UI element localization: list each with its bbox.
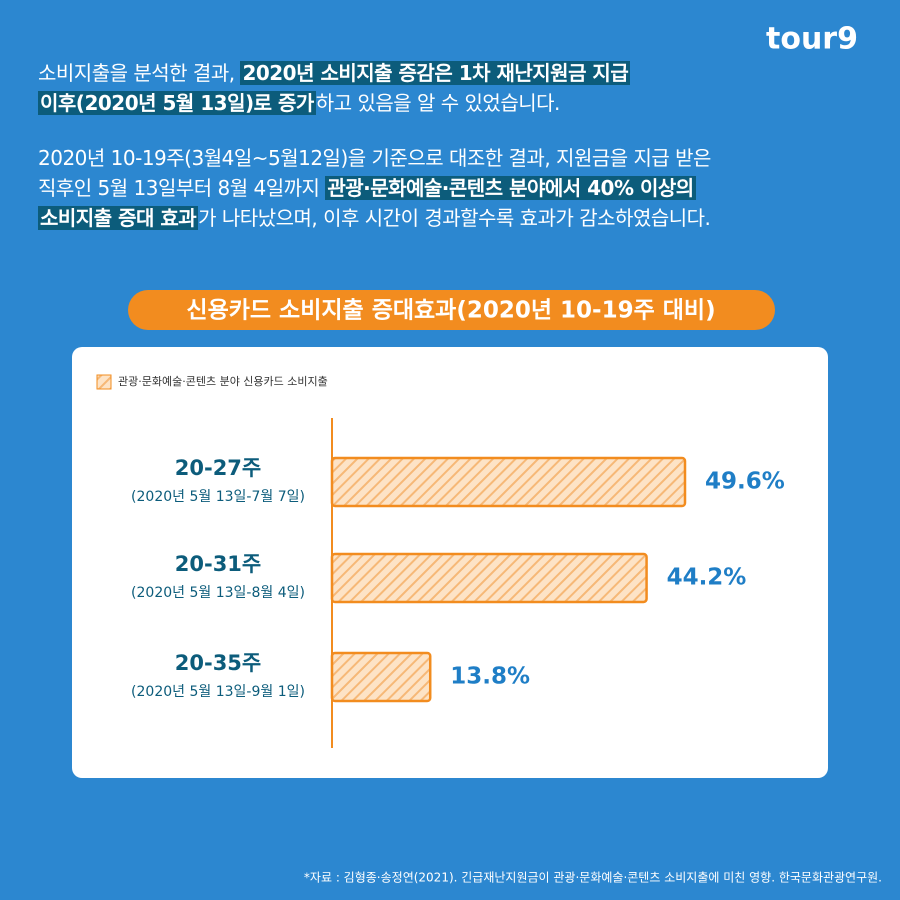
- text: 하고 있음을 알 수 있었습니다.: [315, 91, 561, 115]
- bar: [330, 552, 648, 604]
- period-label: (2020년 5월 13일-7월 7일): [131, 489, 305, 505]
- text: 2020년 10-19주(3월4일~5월12일)을 기준으로 대조한 결과, 지…: [38, 146, 711, 170]
- value-label: 44.2%: [667, 565, 747, 591]
- title-pill: [128, 290, 775, 330]
- highlight-text: 2020년 소비지출 증감은 1차 재난지원금 지급: [240, 61, 631, 85]
- highlight-text: 이후(2020년 5월 13일)로 증가: [38, 91, 316, 115]
- chart-title: 신용카드 소비지출 증대효과(2020년 10-19주 대비): [186, 298, 715, 324]
- source-note: *자료 : 김형종·송정연(2021). 긴급재난지원금이 관광·문화예술·콘텐…: [304, 871, 882, 885]
- category-label: 20-27주: [175, 456, 261, 480]
- legend-label: 관광·문화예술·콘텐츠 분야 신용카드 소비지출: [118, 375, 328, 388]
- value-label: 49.6%: [705, 469, 785, 495]
- text-line: 2020년 10-19주(3월4일~5월12일)을 기준으로 대조한 결과, 지…: [38, 143, 711, 173]
- text-line: 이후(2020년 5월 13일)로 증가 하고 있음을 알 수 있었습니다.: [38, 88, 630, 118]
- bar: [330, 456, 687, 508]
- logo: tour9: [766, 22, 858, 57]
- text-line: 소비지출을 분석한 결과, 2020년 소비지출 증감은 1차 재난지원금 지급: [38, 58, 631, 88]
- paragraph: 2020년 10-19주(3월4일~5월12일)을 기준으로 대조한 결과, 지…: [38, 143, 711, 233]
- text: 가 나타났으며, 이후 시간이 경과할수록 효과가 감소하였습니다.: [198, 206, 711, 230]
- category-label: 20-31주: [175, 552, 261, 576]
- text-line: 직후인 5월 13일부터 8월 4일까지 관광·문화예술·콘텐츠 분야에서 40…: [38, 173, 711, 203]
- bar: [330, 651, 432, 703]
- category-label: 20-35주: [175, 651, 261, 675]
- period-label: (2020년 5월 13일-9월 1일): [131, 684, 305, 700]
- text: 소비지출을 분석한 결과,: [38, 61, 241, 85]
- highlight-text: 관광·문화예술·콘텐츠 분야에서 40% 이상의: [325, 176, 696, 200]
- text: 직후인 5월 13일부터 8월 4일까지: [38, 176, 326, 200]
- text-line: 소비지출 증대 효과 가 나타났으며, 이후 시간이 경과할수록 효과가 감소하였…: [38, 203, 711, 233]
- period-label: (2020년 5월 13일-8월 4일): [131, 585, 305, 601]
- highlight-text: 소비지출 증대 효과: [38, 206, 199, 230]
- legend-swatch: [96, 374, 112, 390]
- value-label: 13.8%: [450, 664, 530, 690]
- paragraph: 소비지출을 분석한 결과, 2020년 소비지출 증감은 1차 재난지원금 지급…: [38, 58, 631, 118]
